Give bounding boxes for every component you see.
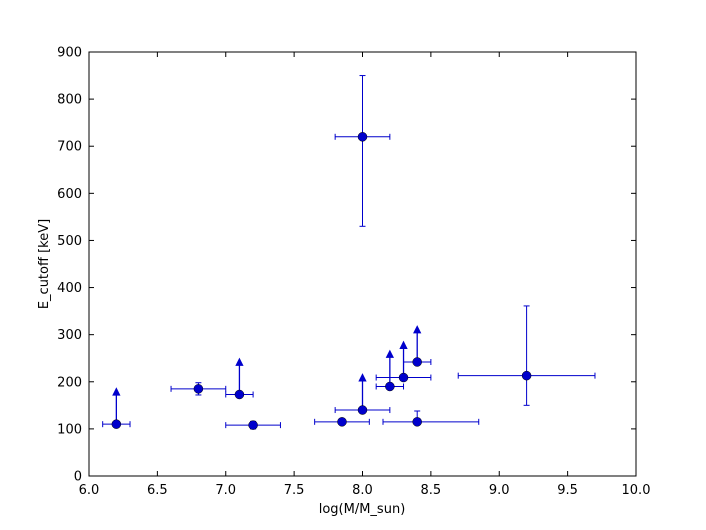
axis-ticks: 6.0 6.5 7.0 7.5 8.0 8.5 9.0 9.5 10.0 0 100 200 300 40… [57, 46, 650, 499]
data-point [111, 419, 122, 429]
x-tick-label: 8.5 [421, 483, 442, 498]
y-tick-label: 500 [57, 234, 82, 249]
data-point [193, 384, 204, 394]
x-tick-label: 10.0 [622, 483, 651, 498]
x-tick-label: 9.0 [489, 483, 510, 498]
y-tick-label: 100 [57, 422, 82, 437]
data-points [111, 132, 532, 430]
data-point [412, 357, 422, 367]
x-tick-label: 8.0 [352, 483, 373, 498]
lower-limit-arrow-head [413, 325, 422, 334]
data-point [521, 370, 532, 381]
y-tick-label: 900 [57, 46, 82, 61]
lower-limit-arrow-head [358, 373, 367, 382]
lower-limit-arrow-head [112, 387, 121, 396]
lower-limit-arrow-head [399, 340, 408, 349]
x-tick-label: 7.0 [215, 483, 236, 498]
lower-limit-arrow-head [235, 357, 244, 366]
lower-limit-arrow-head [385, 349, 394, 358]
x-tick-label: 6.5 [147, 483, 168, 498]
error-bars [102, 75, 596, 430]
y-tick-label: 400 [57, 281, 82, 296]
data-point [234, 389, 245, 400]
data-point [248, 420, 258, 430]
y-tick-label: 300 [57, 328, 82, 343]
data-point [385, 381, 395, 392]
data-point [412, 417, 422, 427]
data-point [398, 372, 409, 383]
y-tick-label: 600 [57, 187, 82, 202]
y-tick-label: 700 [57, 140, 82, 155]
x-tick-label: 6.0 [79, 483, 100, 498]
y-tick-label: 0 [74, 470, 82, 485]
x-axis-label: log(M/M_sun) [319, 502, 406, 517]
x-tick-label: 9.5 [557, 483, 578, 498]
y-axis-label: E_cutoff [keV] [37, 219, 52, 309]
y-tick-label: 200 [57, 375, 82, 390]
data-point [357, 405, 368, 415]
y-tick-label: 800 [57, 93, 82, 108]
data-point [357, 132, 368, 142]
x-tick-label: 7.5 [284, 483, 305, 498]
data-point [337, 417, 347, 427]
plot-frame [88, 51, 637, 477]
